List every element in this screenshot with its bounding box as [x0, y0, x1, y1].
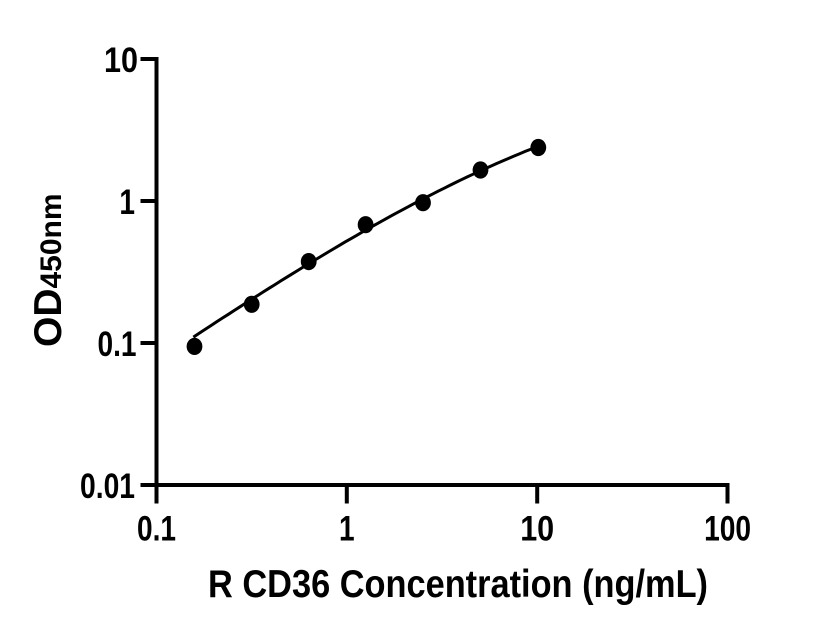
- svg-text:0.01: 0.01: [80, 467, 135, 506]
- svg-text:0.1: 0.1: [98, 325, 137, 364]
- svg-text:100: 100: [704, 509, 751, 548]
- svg-text:1: 1: [339, 509, 355, 548]
- svg-text:10: 10: [104, 41, 138, 80]
- svg-text:R CD36 Concentration (ng/mL): R CD36 Concentration (ng/mL): [208, 563, 708, 606]
- svg-text:10: 10: [520, 509, 554, 548]
- svg-text:OD450nm: OD450nm: [27, 193, 70, 347]
- svg-text:1: 1: [119, 183, 135, 222]
- svg-text:0.1: 0.1: [137, 509, 176, 548]
